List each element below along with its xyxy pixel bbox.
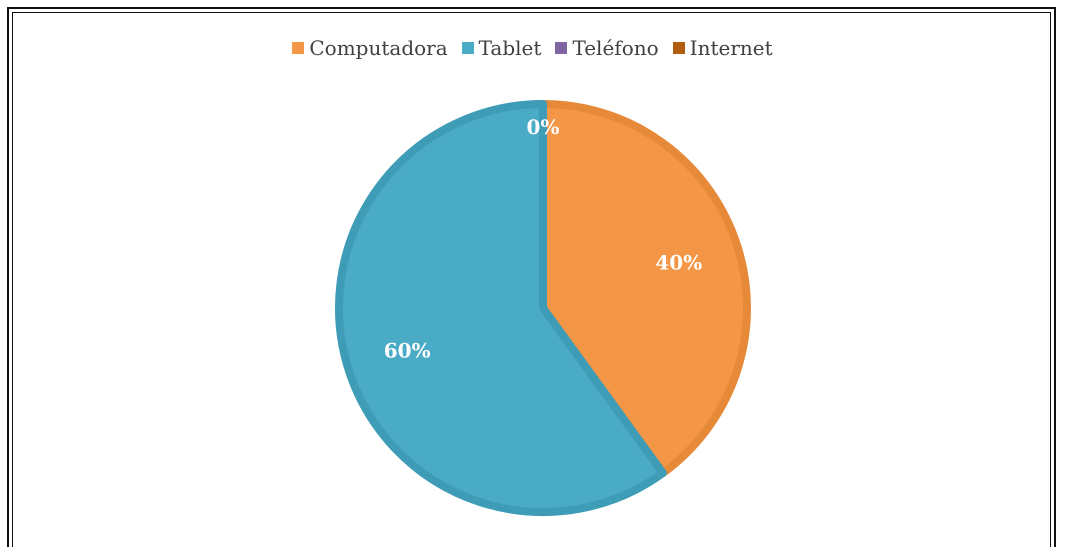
legend-swatch-computadora — [292, 42, 305, 54]
pie-slice-tablet — [335, 100, 667, 516]
chart-legend: Computadora Tablet Teléfono Internet — [0, 36, 1065, 60]
pie-data-labels: 40% 60% 0% — [384, 115, 702, 363]
legend-item-tablet: Tablet — [461, 36, 542, 60]
data-label-teléfono: 0% — [527, 115, 560, 139]
legend-label-computadora: Computadora — [309, 36, 448, 60]
data-label-tablet: 60% — [384, 339, 431, 363]
legend-item-computadora: Computadora — [292, 36, 448, 60]
legend-swatch-internet — [672, 42, 685, 54]
pie-slices — [335, 100, 751, 516]
legend-label-internet: Internet — [689, 36, 773, 60]
legend-label-tablet: Tablet — [478, 36, 542, 60]
chart-frame-inner — [12, 12, 1051, 547]
pie-slice-computadora — [539, 100, 751, 478]
chart-frame — [7, 7, 1056, 547]
legend-item-telefono: Teléfono — [555, 36, 659, 60]
legend-item-internet: Internet — [672, 36, 773, 60]
data-label-computadora: 40% — [655, 250, 702, 274]
legend-label-telefono: Teléfono — [572, 36, 659, 60]
legend-swatch-tablet — [461, 42, 474, 54]
legend-swatch-telefono — [555, 42, 568, 54]
